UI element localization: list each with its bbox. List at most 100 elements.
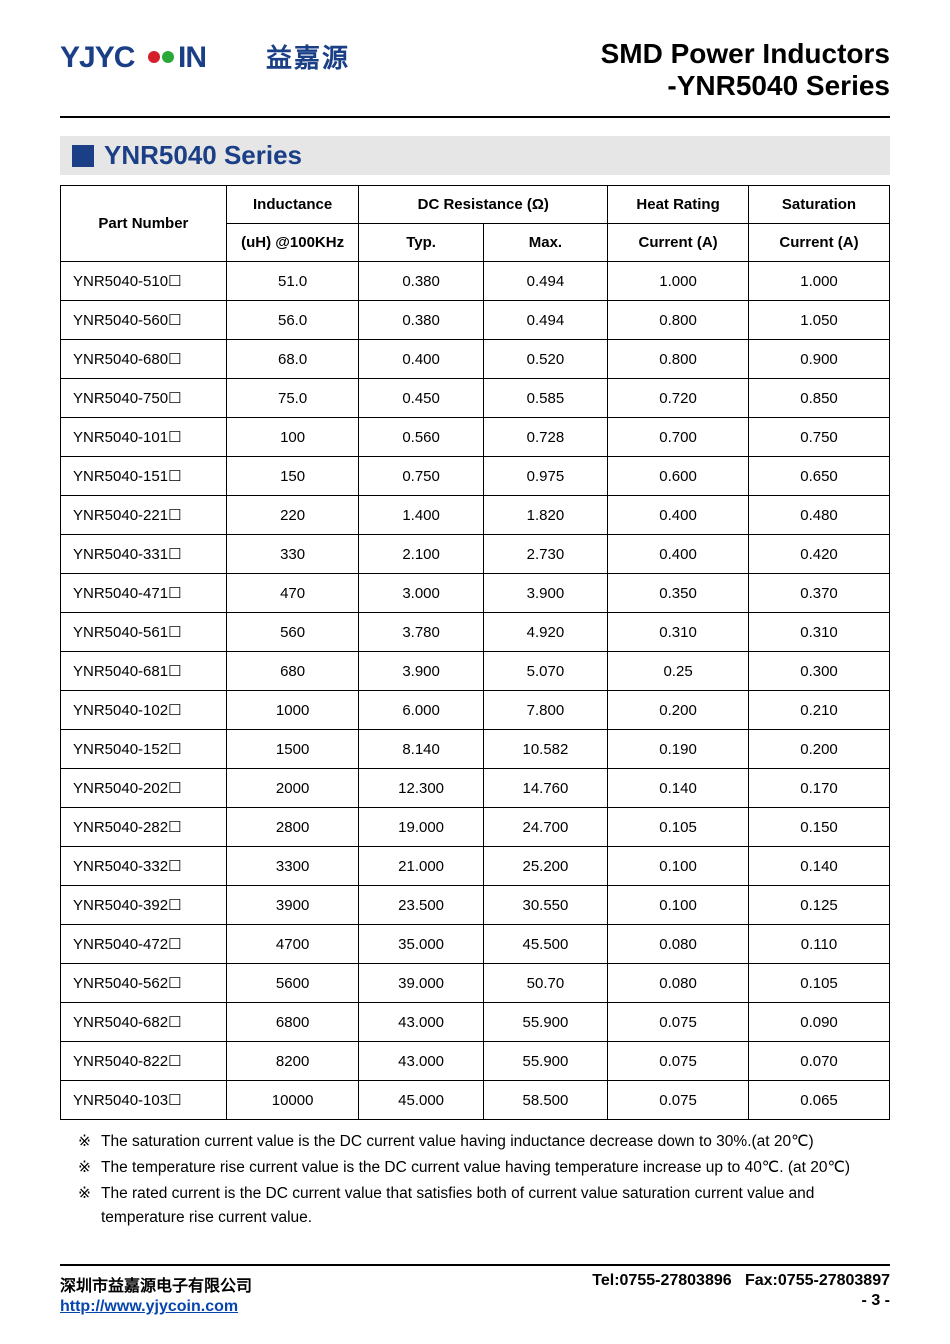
table-row: YNR5040-202☐200012.30014.7600.1400.170 xyxy=(61,769,890,808)
footnote-symbol: ※ xyxy=(78,1130,91,1154)
cell-sat: 0.750 xyxy=(749,418,890,457)
cell-inductance: 1000 xyxy=(226,691,359,730)
cell-dcr-max: 55.900 xyxy=(483,1042,607,1081)
page-header: YJYC IN 益嘉源 SMD Power Inductors -YNR5040… xyxy=(60,38,890,118)
cell-part-number: YNR5040-682☐ xyxy=(61,1003,227,1042)
cell-heat: 0.25 xyxy=(608,652,749,691)
cell-part-number: YNR5040-282☐ xyxy=(61,808,227,847)
cell-sat: 0.170 xyxy=(749,769,890,808)
cell-dcr-max: 25.200 xyxy=(483,847,607,886)
table-row: YNR5040-282☐280019.00024.7000.1050.150 xyxy=(61,808,890,847)
cell-dcr-max: 24.700 xyxy=(483,808,607,847)
cell-dcr-max: 0.975 xyxy=(483,457,607,496)
cell-inductance: 10000 xyxy=(226,1081,359,1120)
table-row: YNR5040-680☐68.00.4000.5200.8000.900 xyxy=(61,340,890,379)
table-row: YNR5040-472☐470035.00045.5000.0800.110 xyxy=(61,925,890,964)
cell-part-number: YNR5040-561☐ xyxy=(61,613,227,652)
cell-heat: 0.190 xyxy=(608,730,749,769)
cell-sat: 0.650 xyxy=(749,457,890,496)
table-row: YNR5040-332☐330021.00025.2000.1000.140 xyxy=(61,847,890,886)
cell-sat: 0.480 xyxy=(749,496,890,535)
fax-label: Fax: xyxy=(745,1272,778,1289)
cell-part-number: YNR5040-101☐ xyxy=(61,418,227,457)
cell-sat: 0.070 xyxy=(749,1042,890,1081)
contact-line: Tel:0755-27803896 Fax:0755-27803897 xyxy=(592,1272,890,1290)
table-row: YNR5040-822☐820043.00055.9000.0750.070 xyxy=(61,1042,890,1081)
cell-dcr-max: 4.920 xyxy=(483,613,607,652)
cell-heat: 0.080 xyxy=(608,925,749,964)
cell-part-number: YNR5040-562☐ xyxy=(61,964,227,1003)
table-row: YNR5040-151☐1500.7500.9750.6000.650 xyxy=(61,457,890,496)
cell-sat: 0.310 xyxy=(749,613,890,652)
cell-dcr-max: 30.550 xyxy=(483,886,607,925)
th-heat-top: Heat Rating xyxy=(608,186,749,224)
cell-dcr-max: 1.820 xyxy=(483,496,607,535)
cell-inductance: 2000 xyxy=(226,769,359,808)
cell-dcr-max: 0.520 xyxy=(483,340,607,379)
page-title: SMD Power Inductors -YNR5040 Series xyxy=(601,38,890,102)
spec-table: Part Number Inductance DC Resistance (Ω)… xyxy=(60,185,890,1120)
cell-heat: 0.700 xyxy=(608,418,749,457)
tel-value: 0755-27803896 xyxy=(620,1272,732,1289)
cell-dcr-typ: 23.500 xyxy=(359,886,483,925)
cell-part-number: YNR5040-332☐ xyxy=(61,847,227,886)
company-url[interactable]: http://www.yjycoin.com xyxy=(60,1298,252,1316)
th-part-number: Part Number xyxy=(61,186,227,262)
cell-inductance: 330 xyxy=(226,535,359,574)
th-dcr-typ: Typ. xyxy=(359,224,483,262)
title-line1: SMD Power Inductors xyxy=(601,38,890,70)
cell-sat: 0.140 xyxy=(749,847,890,886)
cell-dcr-typ: 43.000 xyxy=(359,1003,483,1042)
logo-text-cn: 益嘉源 xyxy=(266,38,350,75)
th-sat-sub: Current (A) xyxy=(749,224,890,262)
cell-dcr-max: 55.900 xyxy=(483,1003,607,1042)
cell-sat: 0.200 xyxy=(749,730,890,769)
table-row: YNR5040-102☐10006.0007.8000.2000.210 xyxy=(61,691,890,730)
cell-dcr-typ: 39.000 xyxy=(359,964,483,1003)
cell-heat: 0.075 xyxy=(608,1003,749,1042)
cell-sat: 0.370 xyxy=(749,574,890,613)
cell-dcr-max: 10.582 xyxy=(483,730,607,769)
cell-dcr-typ: 1.400 xyxy=(359,496,483,535)
logo: YJYC IN 益嘉源 xyxy=(60,38,350,75)
th-dcr: DC Resistance (Ω) xyxy=(359,186,608,224)
table-row: YNR5040-682☐680043.00055.9000.0750.090 xyxy=(61,1003,890,1042)
cell-inductance: 51.0 xyxy=(226,262,359,301)
cell-part-number: YNR5040-472☐ xyxy=(61,925,227,964)
company-name: 深圳市益嘉源电子有限公司 xyxy=(60,1272,252,1296)
tel-label: Tel: xyxy=(592,1272,619,1289)
cell-inductance: 75.0 xyxy=(226,379,359,418)
cell-inductance: 4700 xyxy=(226,925,359,964)
cell-part-number: YNR5040-151☐ xyxy=(61,457,227,496)
table-row: YNR5040-221☐2201.4001.8200.4000.480 xyxy=(61,496,890,535)
cell-dcr-typ: 0.400 xyxy=(359,340,483,379)
th-dcr-max: Max. xyxy=(483,224,607,262)
table-row: YNR5040-562☐560039.00050.700.0800.105 xyxy=(61,964,890,1003)
cell-part-number: YNR5040-202☐ xyxy=(61,769,227,808)
cell-inductance: 5600 xyxy=(226,964,359,1003)
section-title: YNR5040 Series xyxy=(104,140,302,171)
table-row: YNR5040-152☐15008.14010.5820.1900.200 xyxy=(61,730,890,769)
cell-sat: 0.210 xyxy=(749,691,890,730)
cell-dcr-typ: 0.750 xyxy=(359,457,483,496)
section-header: YNR5040 Series xyxy=(60,136,890,175)
cell-sat: 1.000 xyxy=(749,262,890,301)
cell-heat: 0.800 xyxy=(608,301,749,340)
cell-part-number: YNR5040-221☐ xyxy=(61,496,227,535)
svg-text:IN: IN xyxy=(178,41,206,74)
cell-inductance: 470 xyxy=(226,574,359,613)
cell-inductance: 3300 xyxy=(226,847,359,886)
cell-heat: 0.080 xyxy=(608,964,749,1003)
cell-heat: 0.200 xyxy=(608,691,749,730)
cell-dcr-max: 45.500 xyxy=(483,925,607,964)
page-number: - 3 - xyxy=(592,1292,890,1310)
cell-inductance: 3900 xyxy=(226,886,359,925)
cell-dcr-typ: 0.560 xyxy=(359,418,483,457)
table-row: YNR5040-392☐390023.50030.5500.1000.125 xyxy=(61,886,890,925)
cell-part-number: YNR5040-750☐ xyxy=(61,379,227,418)
cell-heat: 0.600 xyxy=(608,457,749,496)
cell-heat: 0.800 xyxy=(608,340,749,379)
th-heat-sub: Current (A) xyxy=(608,224,749,262)
table-row: YNR5040-750☐75.00.4500.5850.7200.850 xyxy=(61,379,890,418)
cell-part-number: YNR5040-510☐ xyxy=(61,262,227,301)
